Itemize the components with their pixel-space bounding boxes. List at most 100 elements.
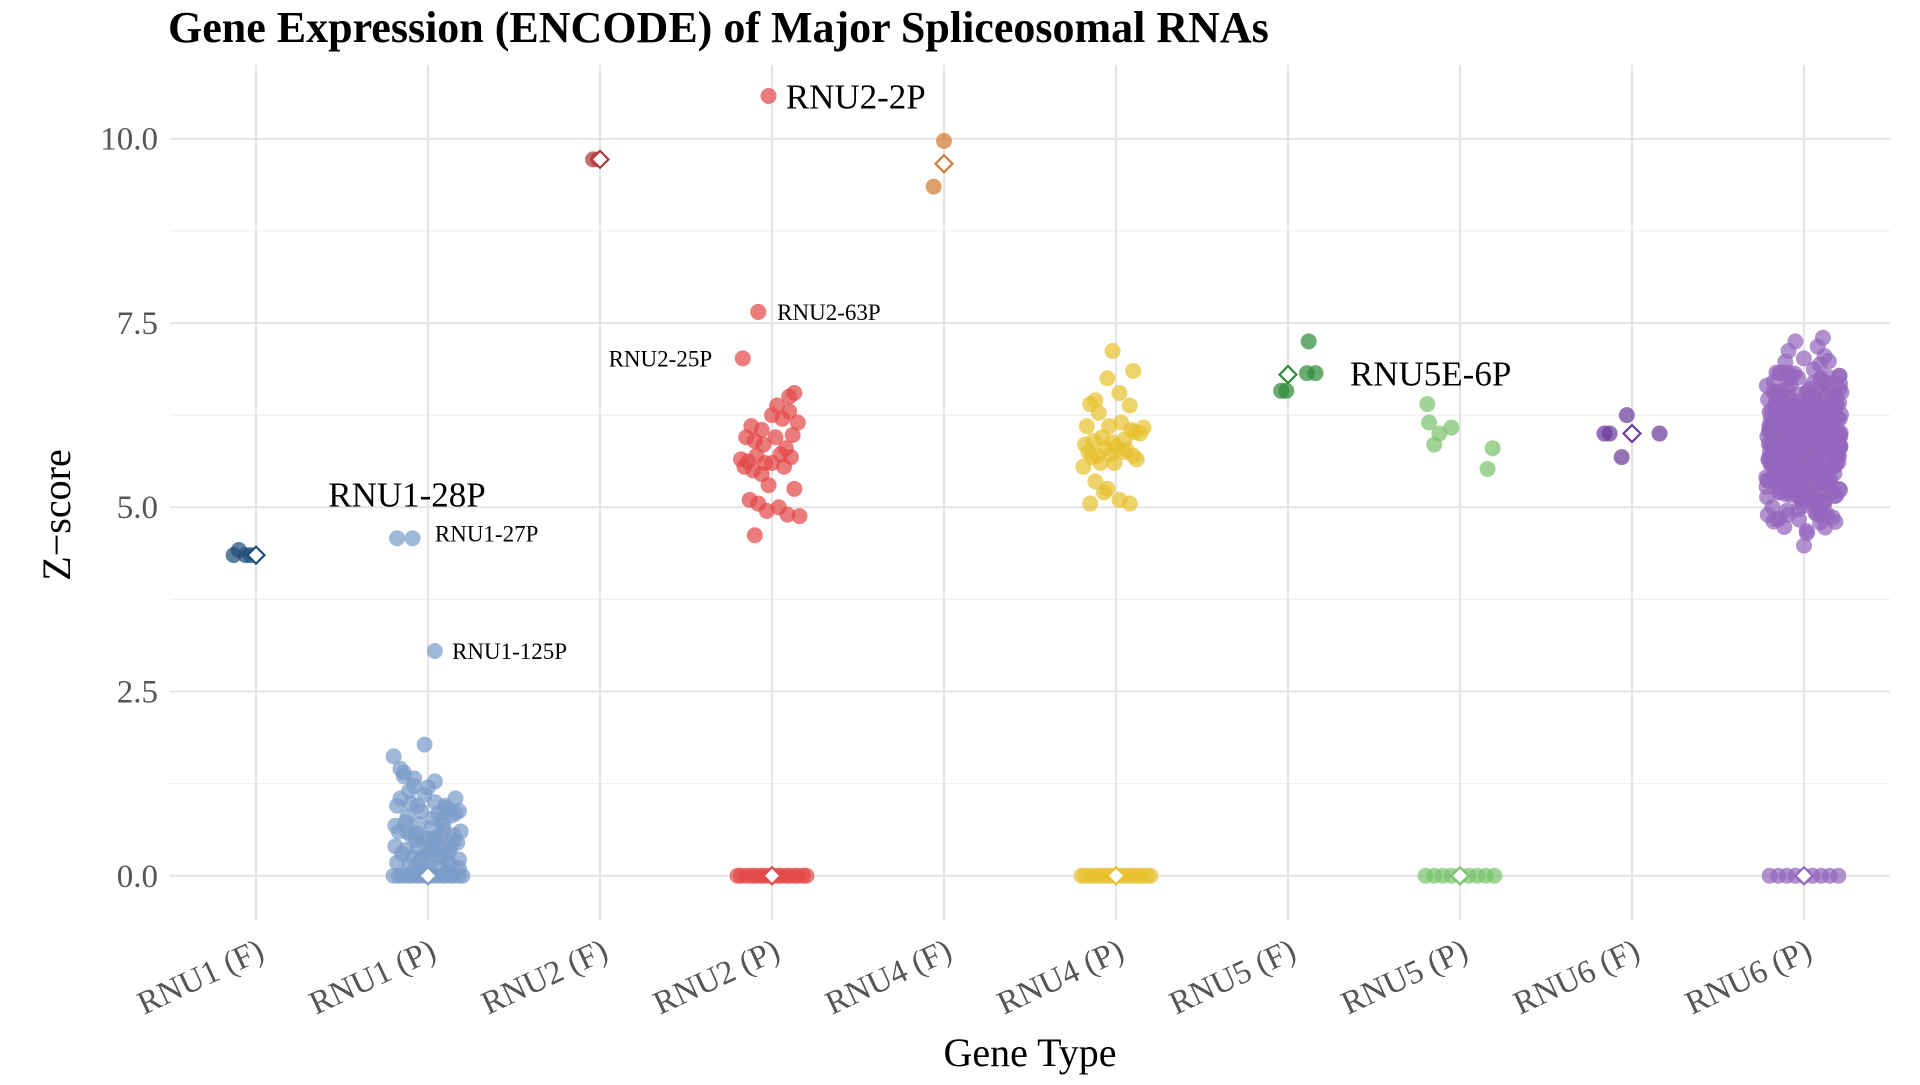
data-point-rnu5-p — [1419, 396, 1436, 413]
x-tick-label: RNU4 (F) — [820, 933, 957, 1023]
data-point-rnu5-f — [1278, 382, 1295, 399]
data-point-rnu6-p — [1807, 450, 1824, 467]
x-axis-title: Gene Type — [943, 1030, 1116, 1075]
mean-marker-rnu1-p — [417, 865, 439, 886]
data-point-rnu1-p — [432, 827, 449, 844]
mean-marker-rnu4-f — [933, 153, 955, 174]
y-tick-label: 5.0 — [117, 490, 158, 526]
data-point-rnu2-p — [794, 867, 811, 884]
data-point-rnu4-p — [1104, 342, 1121, 359]
data-point-rnu6-p — [1765, 472, 1782, 489]
data-point-rnu4-p — [1138, 867, 1155, 884]
data-point-rnu6-p — [1812, 371, 1829, 388]
data-point-rnu1-p — [395, 768, 412, 785]
data-point-rnu6-p — [1794, 498, 1811, 515]
data-point-rnu5-p — [1421, 414, 1438, 431]
data-point-rnu6-p — [1764, 499, 1781, 516]
data-point-rnu1-p — [409, 839, 426, 856]
data-point-rnu6-p — [1808, 490, 1825, 507]
chart-title: Gene Expression (ENCODE) of Major Splice… — [168, 3, 1269, 52]
x-tick-label: RNU6 (P) — [1680, 933, 1817, 1023]
data-point-rnu6-p — [1790, 451, 1807, 468]
gene-annotation: RNU5E-6P — [1350, 355, 1511, 394]
data-point-rnu6-p — [1790, 369, 1807, 386]
mean-marker-rnu6-p — [1793, 865, 1815, 886]
data-point-rnu1-p — [426, 642, 443, 659]
data-point-rnu6-p — [1794, 479, 1811, 496]
data-point-rnu4-p — [1121, 495, 1138, 512]
mean-marker-rnu5-f — [1277, 364, 1299, 385]
data-point-rnu2-p — [784, 427, 801, 444]
data-point-rnu6-p — [1820, 401, 1837, 418]
data-point-rnu1-p — [447, 805, 464, 822]
data-point-rnu6-p — [1795, 350, 1812, 367]
data-point-rnu2-p — [786, 480, 803, 497]
data-point-rnu6-p — [1791, 406, 1808, 423]
data-point-rnu5-p — [1443, 419, 1460, 436]
data-point-rnu6-p — [1824, 509, 1841, 526]
y-tick-label: 0.0 — [117, 859, 158, 895]
data-point-rnu4-p — [1111, 384, 1128, 401]
data-point-rnu2-p — [760, 87, 777, 104]
data-point-rnu6-p — [1826, 465, 1843, 482]
data-point-rnu4-p — [1090, 404, 1107, 421]
data-point-rnu2-p — [764, 455, 780, 472]
data-point-rnu4-p — [1106, 455, 1123, 472]
data-point-rnu2-p — [758, 502, 775, 519]
data-point-rnu6-p — [1783, 487, 1800, 504]
data-point-rnu6-p — [1771, 510, 1788, 527]
data-point-rnu6-p — [1829, 431, 1846, 448]
data-point-rnu6-p — [1771, 484, 1788, 501]
mean-marker-rnu1-f — [245, 545, 267, 566]
data-point-rnu1-p — [416, 736, 433, 753]
x-tick-label: RNU5 (F) — [1164, 933, 1301, 1023]
mean-marker-rnu2-f — [589, 149, 611, 170]
data-point-rnu5-p — [1479, 460, 1496, 477]
data-point-rnu6-p — [1827, 443, 1844, 460]
data-point-rnu2-p — [746, 527, 763, 544]
y-tick-label: 2.5 — [117, 675, 158, 711]
data-point-rnu5-p — [1426, 436, 1443, 453]
data-point-rnu4-p — [1078, 418, 1095, 435]
data-point-rnu5-p — [1484, 440, 1501, 457]
x-tick-label: RNU2 (F) — [476, 933, 613, 1023]
data-point-rnu6-p — [1827, 388, 1844, 405]
data-point-rnu2-p — [781, 388, 798, 405]
data-point-rnu2-p — [760, 477, 777, 494]
x-tick-label: RNU4 (P) — [992, 933, 1129, 1023]
y-tick-label: 10.0 — [100, 122, 158, 158]
data-point-rnu2-p — [779, 506, 796, 523]
y-tick-label: 7.5 — [117, 306, 158, 342]
data-point-rnu1-p — [445, 832, 462, 849]
x-tick-label: RNU6 (F) — [1508, 933, 1645, 1023]
data-point-rnu6-p — [1771, 365, 1788, 382]
data-point-rnu4-p — [1082, 495, 1099, 512]
gene-annotation: RNU1-28P — [328, 476, 486, 515]
x-tick-label: RNU1 (F) — [132, 933, 269, 1023]
data-point-rnu4-p — [1099, 370, 1116, 387]
data-point-rnu4-p — [1099, 480, 1116, 497]
axes: 0.0 2.5 5.0 7.5 10.0 RNU1 (F) RNU1 (P) RNU2 (F)… — [100, 122, 1817, 1022]
gene-annotation: RNU2-2P — [786, 78, 926, 117]
data-point-rnu2-p — [750, 303, 767, 320]
gene-annotation: RNU2-63P — [777, 300, 881, 325]
data-point-rnu1-p — [399, 823, 416, 840]
data-point-rnu4-p — [1125, 447, 1142, 464]
data-point-rnu4-p — [1125, 362, 1142, 379]
gene-annotation: RNU1-27P — [435, 521, 539, 546]
data-point-rnu1-p — [389, 530, 406, 547]
data-point-rnu2-p — [781, 403, 798, 420]
data-point-rnu5-f — [1300, 333, 1317, 350]
data-point-rnu6-p — [1760, 451, 1777, 468]
data-point-rnu4-p — [1087, 473, 1104, 490]
data-point-rnu2-p — [791, 508, 808, 525]
data-point-rnu1-p — [450, 867, 467, 884]
data-point-rnu1-p — [389, 854, 406, 871]
data-point-rnu6-p — [1799, 525, 1816, 542]
data-point-rnu6-p — [1813, 508, 1830, 525]
data-point-rnu5-f — [1298, 365, 1315, 382]
data-point-rnu5-p — [1486, 867, 1503, 884]
data-point-rnu4-p — [1121, 397, 1138, 414]
data-point-rnu6-p — [1803, 393, 1820, 410]
